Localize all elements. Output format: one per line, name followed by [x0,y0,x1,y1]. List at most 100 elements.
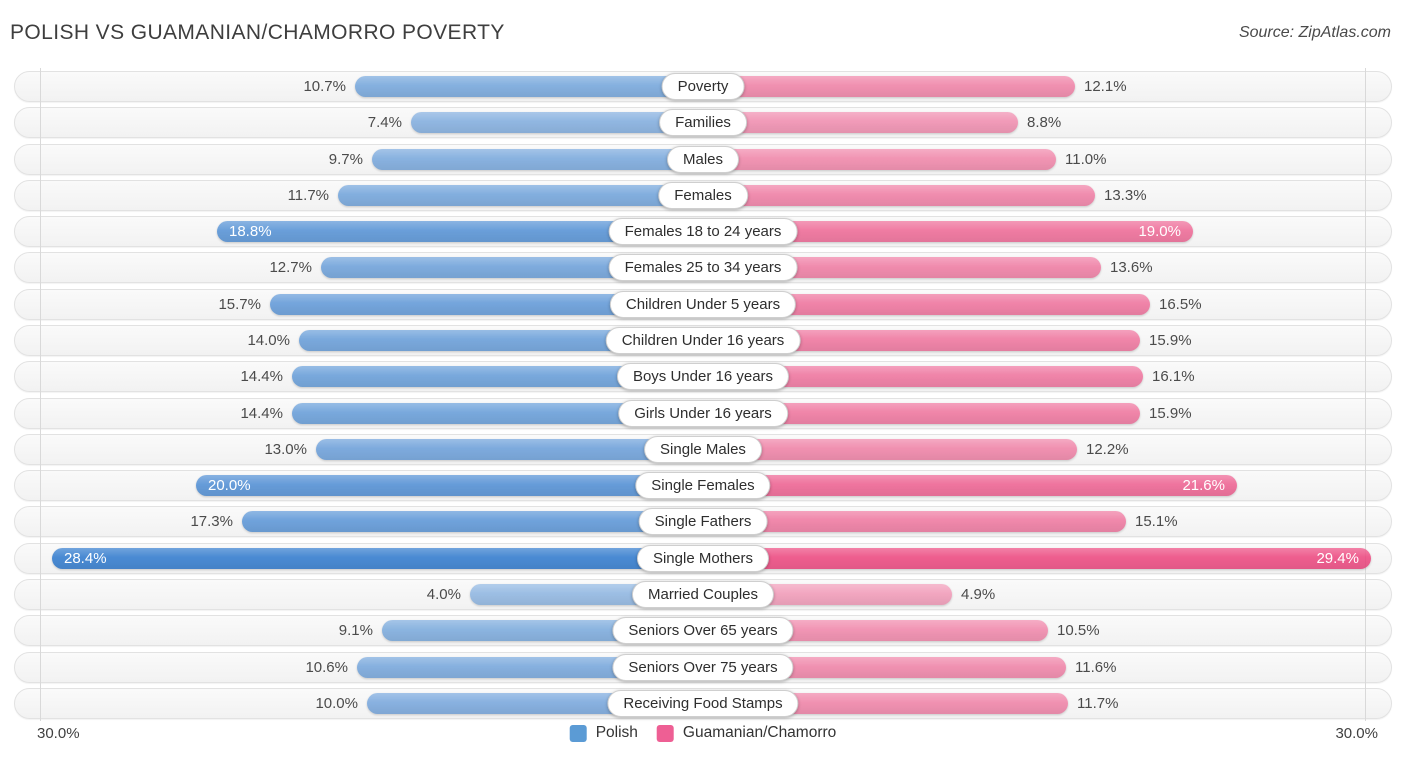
category-label: Males [666,145,740,173]
guamanian-chamorro-bar[interactable] [703,112,1018,134]
polish-value-label: 18.8% [229,223,272,241]
category-label: Single Fathers [638,508,768,536]
category-label: Seniors Over 65 years [612,617,794,645]
legend-item-guamanian-chamorro[interactable]: Guamanian/Chamorro [656,724,836,742]
category-label: Families [659,109,747,137]
polish-bar[interactable] [372,148,703,170]
polish-bar[interactable] [292,402,703,424]
guamanian-chamorro-value-label: 13.3% [1104,186,1147,204]
chart-rows: 10.7% 12.1% Poverty 7.4% 8.8% Families 9.7% 11.… [14,71,1392,719]
chart-row-boys-under-16-years: 14.4% 16.1% Boys Under 16 years [14,361,1392,393]
polish-bar[interactable] [196,475,703,497]
guamanian-chamorro-value-label: 15.9% [1149,404,1192,422]
legend-label-polish: Polish [595,724,638,741]
source-credit: Source: ZipAtlas.com [1238,24,1391,41]
polish-bar[interactable] [52,547,703,569]
guamanian-chamorro-value-label: 11.6% [1075,658,1117,676]
category-label: Boys Under 16 years [616,363,790,391]
guamanian-chamorro-swatch-icon [656,724,674,742]
guamanian-chamorro-bar[interactable] [703,402,1140,424]
polish-value-label: 14.4% [240,368,283,386]
chart-row-females-25-to-34-years: 12.7% 13.6% Females 25 to 34 years [14,252,1392,284]
category-label: Single Mothers [636,544,770,572]
polish-bar[interactable] [321,257,703,279]
guamanian-chamorro-value-label: 21.6% [1182,477,1225,495]
category-label: Females 18 to 24 years [608,218,798,246]
polish-value-label: 20.0% [208,477,251,495]
chart-header: POLISH VS GUAMANIAN/CHAMORRO POVERTY Sou… [0,0,1406,62]
guamanian-chamorro-bar[interactable] [703,184,1095,206]
guamanian-chamorro-value-label: 10.5% [1057,622,1100,640]
polish-value-label: 12.7% [269,259,312,277]
guamanian-chamorro-bar[interactable] [703,547,1371,569]
polish-value-label: 9.7% [328,150,363,168]
guamanian-chamorro-bar[interactable] [703,511,1126,533]
page-title: POLISH VS GUAMANIAN/CHAMORRO POVERTY [10,21,505,44]
category-label: Females 25 to 34 years [608,254,798,282]
polish-value-label: 15.7% [218,295,261,313]
x-axis-max-right: 30.0% [1335,725,1378,742]
polish-value-label: 13.0% [264,440,307,458]
tornado-chart: 10.7% 12.1% Poverty 7.4% 8.8% Families 9.7% 11.… [0,68,1406,721]
category-label: Receiving Food Stamps [607,689,799,717]
category-label: Single Females [635,472,771,500]
guamanian-chamorro-bar[interactable] [703,656,1066,678]
chart-row-males: 9.7% 11.0% Males [14,143,1392,175]
polish-bar[interactable] [338,184,703,206]
polish-value-label: 7.4% [367,114,402,132]
polish-value-label: 10.7% [303,78,346,95]
polish-bar[interactable] [316,438,703,460]
category-label: Seniors Over 75 years [612,653,794,681]
gridline-right-30pct [1365,68,1366,721]
guamanian-chamorro-value-label: 12.2% [1086,440,1129,458]
chart-row-receiving-food-stamps: 10.0% 11.7% Receiving Food Stamps [14,687,1392,719]
polish-swatch-icon [569,724,587,742]
guamanian-chamorro-bar[interactable] [703,329,1140,351]
guamanian-chamorro-value-label: 8.8% [1027,114,1062,132]
guamanian-chamorro-bar[interactable] [703,148,1056,170]
guamanian-chamorro-bar[interactable] [703,438,1077,460]
chart-row-single-females: 20.0% 21.6% Single Females [14,470,1392,502]
guamanian-chamorro-bar[interactable] [703,221,1193,243]
guamanian-chamorro-value-label: 16.5% [1159,295,1202,313]
category-label: Children Under 16 years [605,326,801,354]
guamanian-chamorro-bar[interactable] [703,257,1101,279]
category-label: Single Males [644,435,762,463]
guamanian-chamorro-value-label: 11.7% [1077,694,1119,712]
polish-bar[interactable] [355,76,703,97]
polish-bar[interactable] [292,366,703,388]
chart-footer: 30.0% Polish Guamanian/Chamorro 30.0% [0,722,1406,754]
guamanian-chamorro-value-label: 11.0% [1065,150,1107,168]
legend-item-polish[interactable]: Polish [569,724,638,742]
polish-value-label: 14.4% [240,404,283,422]
chart-row-girls-under-16-years: 14.4% 15.9% Girls Under 16 years [14,397,1392,429]
category-label: Children Under 5 years [609,290,797,318]
polish-bar[interactable] [299,329,703,351]
chart-row-females: 11.7% 13.3% Females [14,179,1392,211]
guamanian-chamorro-bar[interactable] [703,293,1150,315]
chart-row-single-males: 13.0% 12.2% Single Males [14,433,1392,465]
category-label: Females [658,181,748,209]
category-label: Girls Under 16 years [618,399,788,427]
polish-value-label: 10.0% [315,694,358,712]
polish-value-label: 4.0% [426,585,461,603]
polish-value-label: 17.3% [190,513,233,531]
polish-bar[interactable] [411,112,703,134]
polish-bar[interactable] [217,221,703,243]
chart-row-seniors-over-65-years: 9.1% 10.5% Seniors Over 65 years [14,615,1392,647]
chart-row-families: 7.4% 8.8% Families [14,107,1392,139]
chart-row-married-couples: 4.0% 4.9% Married Couples [14,578,1392,610]
guamanian-chamorro-bar[interactable] [703,366,1143,388]
polish-value-label: 9.1% [338,622,373,640]
guamanian-chamorro-value-label: 19.0% [1138,223,1181,241]
guamanian-chamorro-bar[interactable] [703,76,1075,97]
gridline-left-30pct [40,68,41,721]
polish-bar[interactable] [242,511,703,533]
polish-value-label: 10.6% [305,658,348,676]
polish-bar[interactable] [270,293,703,315]
guamanian-chamorro-bar[interactable] [703,475,1237,497]
x-axis-max-left: 30.0% [37,725,80,742]
guamanian-chamorro-value-label: 16.1% [1152,368,1195,386]
guamanian-chamorro-value-label: 15.1% [1135,513,1178,531]
